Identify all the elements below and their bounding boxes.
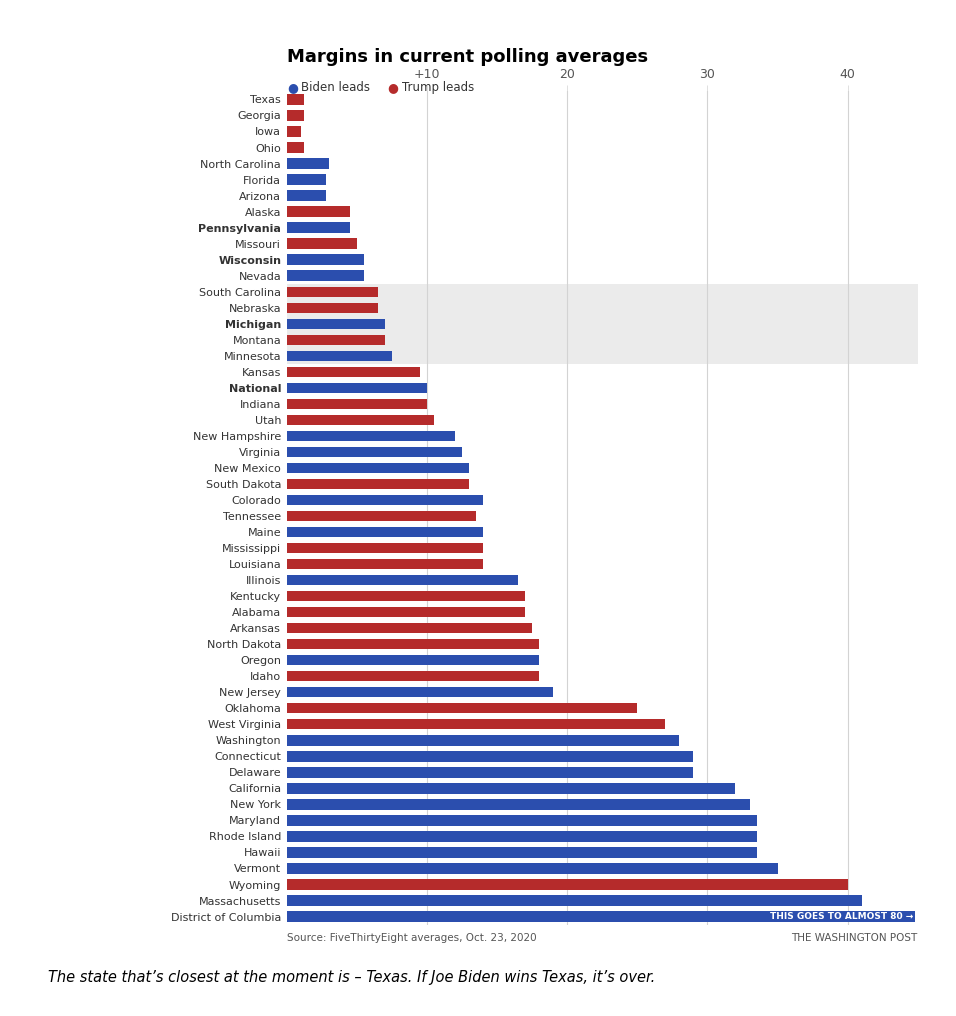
Bar	[287, 639, 539, 649]
Bar	[287, 879, 848, 890]
Bar	[287, 319, 385, 329]
Bar	[287, 239, 357, 249]
Bar	[287, 142, 304, 152]
Bar	[287, 607, 525, 618]
Bar	[287, 94, 304, 105]
Bar	[287, 815, 756, 826]
Bar	[287, 175, 326, 185]
Bar	[287, 447, 462, 457]
Bar	[287, 383, 427, 393]
Text: THE WASHINGTON POST: THE WASHINGTON POST	[792, 933, 918, 943]
Bar	[287, 864, 777, 874]
Bar	[287, 206, 350, 216]
Bar	[287, 351, 392, 361]
Bar	[287, 190, 326, 201]
Bar	[287, 462, 469, 473]
Bar	[287, 254, 364, 265]
Bar	[287, 895, 861, 905]
Bar	[287, 736, 680, 746]
Bar	[287, 671, 539, 682]
Bar	[287, 575, 518, 585]
Bar	[287, 831, 756, 841]
Text: Source: FiveThirtyEight averages, Oct. 23, 2020: Source: FiveThirtyEight averages, Oct. 2…	[287, 933, 536, 943]
Bar	[287, 703, 638, 713]
Bar	[287, 223, 350, 233]
Bar	[287, 687, 554, 697]
Bar	[287, 287, 378, 297]
Bar	[287, 283, 918, 364]
Bar	[287, 367, 420, 377]
Bar	[287, 655, 539, 665]
Text: The state that’s closest at the moment is – Texas. If Joe Biden wins Texas, it’s: The state that’s closest at the moment i…	[48, 970, 655, 986]
Bar	[287, 431, 455, 441]
Bar	[287, 334, 385, 345]
Bar	[287, 479, 469, 489]
Bar	[287, 158, 329, 169]
Text: Biden leads: Biden leads	[301, 81, 370, 94]
Bar	[287, 303, 378, 313]
Text: THIS GOES TO ALMOST 80 →: THIS GOES TO ALMOST 80 →	[771, 912, 914, 922]
Bar	[287, 767, 693, 777]
Bar	[287, 111, 304, 121]
Text: ●: ●	[387, 81, 398, 94]
Bar	[287, 415, 434, 425]
Bar	[287, 543, 483, 554]
Bar	[287, 398, 427, 409]
Bar	[287, 800, 750, 810]
Text: Trump leads: Trump leads	[402, 81, 474, 94]
Bar	[287, 783, 735, 793]
Bar	[287, 751, 693, 762]
Bar	[287, 847, 756, 858]
Bar	[287, 591, 525, 601]
Bar	[287, 623, 532, 633]
Bar	[287, 911, 915, 922]
Bar	[287, 719, 665, 729]
Bar	[287, 126, 301, 137]
Bar	[287, 559, 483, 569]
Bar	[287, 495, 483, 505]
Text: Margins in current polling averages: Margins in current polling averages	[287, 48, 648, 66]
Bar	[287, 511, 476, 521]
Bar	[287, 527, 483, 537]
Bar	[287, 270, 364, 280]
Text: ●: ●	[287, 81, 297, 94]
